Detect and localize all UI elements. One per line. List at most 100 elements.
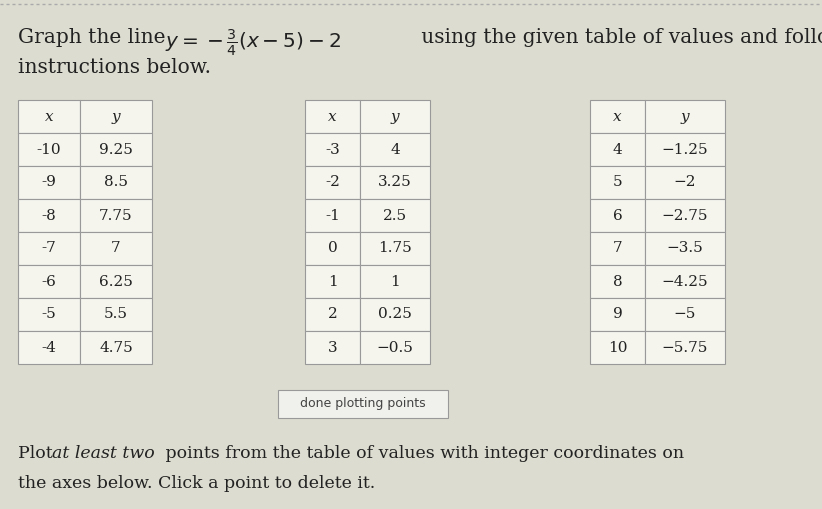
Text: −4.25: −4.25	[662, 274, 709, 289]
Bar	[645, 100, 725, 133]
Text: 0.25: 0.25	[378, 307, 412, 322]
Bar	[360, 331, 430, 364]
Text: points from the table of values with integer coordinates on: points from the table of values with int…	[160, 445, 684, 462]
Text: 8.5: 8.5	[104, 176, 128, 189]
Text: y: y	[681, 109, 690, 124]
Text: x: x	[328, 109, 337, 124]
Text: 7: 7	[612, 241, 622, 256]
Bar	[18, 232, 80, 265]
Text: 3.25: 3.25	[378, 176, 412, 189]
Bar	[590, 232, 645, 265]
Text: 2: 2	[328, 307, 337, 322]
Text: 1: 1	[328, 274, 337, 289]
Bar	[645, 298, 725, 331]
Text: 4: 4	[612, 143, 622, 156]
Text: $y = -\frac{3}{4}(x - 5) - 2$: $y = -\frac{3}{4}(x - 5) - 2$	[165, 28, 341, 59]
Bar	[80, 166, 152, 199]
Text: at least two: at least two	[52, 445, 155, 462]
Text: 3: 3	[328, 341, 337, 354]
Bar	[305, 100, 360, 133]
Text: −5: −5	[674, 307, 696, 322]
Bar	[80, 298, 152, 331]
Text: 9: 9	[612, 307, 622, 322]
Text: x: x	[44, 109, 53, 124]
Text: -10: -10	[37, 143, 62, 156]
Bar	[360, 100, 430, 133]
Text: 4: 4	[390, 143, 399, 156]
Text: 6: 6	[612, 209, 622, 222]
Text: -1: -1	[325, 209, 340, 222]
Text: -4: -4	[42, 341, 57, 354]
Text: 0: 0	[328, 241, 337, 256]
Bar	[645, 199, 725, 232]
Bar	[590, 298, 645, 331]
Bar	[590, 265, 645, 298]
Text: x: x	[613, 109, 621, 124]
Bar	[645, 265, 725, 298]
Bar	[80, 331, 152, 364]
Bar	[360, 166, 430, 199]
Bar	[80, 199, 152, 232]
Text: -3: -3	[326, 143, 339, 156]
Bar	[80, 100, 152, 133]
Text: −5.75: −5.75	[662, 341, 709, 354]
Text: 5: 5	[612, 176, 622, 189]
Bar	[305, 166, 360, 199]
Text: 6.25: 6.25	[99, 274, 133, 289]
Bar	[590, 166, 645, 199]
Bar	[590, 133, 645, 166]
Text: -9: -9	[42, 176, 57, 189]
Bar	[80, 133, 152, 166]
Bar	[18, 298, 80, 331]
Bar	[305, 199, 360, 232]
Text: instructions below.: instructions below.	[18, 58, 211, 77]
Text: Graph the line: Graph the line	[18, 28, 172, 47]
Text: -5: -5	[42, 307, 57, 322]
Bar	[645, 232, 725, 265]
Text: 9.25: 9.25	[99, 143, 133, 156]
Text: y: y	[390, 109, 399, 124]
Bar	[18, 166, 80, 199]
Text: 10: 10	[607, 341, 627, 354]
Text: -2: -2	[325, 176, 340, 189]
Bar	[305, 265, 360, 298]
Text: 1: 1	[390, 274, 399, 289]
Bar	[645, 133, 725, 166]
Text: -8: -8	[42, 209, 57, 222]
Text: −0.5: −0.5	[376, 341, 413, 354]
Bar	[18, 199, 80, 232]
Text: using the given table of values and following the: using the given table of values and foll…	[415, 28, 822, 47]
Bar	[360, 232, 430, 265]
Text: 8: 8	[612, 274, 622, 289]
Bar	[590, 331, 645, 364]
Text: 2.5: 2.5	[383, 209, 407, 222]
Text: -6: -6	[42, 274, 57, 289]
Text: −2: −2	[674, 176, 696, 189]
Bar	[360, 133, 430, 166]
Bar	[278, 390, 448, 418]
Bar	[590, 199, 645, 232]
Text: 1.75: 1.75	[378, 241, 412, 256]
Bar	[590, 100, 645, 133]
Bar	[360, 298, 430, 331]
Bar	[305, 232, 360, 265]
Bar	[360, 265, 430, 298]
Bar	[360, 199, 430, 232]
Bar	[18, 331, 80, 364]
Text: done plotting points: done plotting points	[300, 398, 426, 410]
Bar	[305, 298, 360, 331]
Bar	[18, 265, 80, 298]
Text: the axes below. Click a point to delete it.: the axes below. Click a point to delete …	[18, 475, 376, 492]
Text: −3.5: −3.5	[667, 241, 704, 256]
Bar	[80, 232, 152, 265]
Bar	[80, 265, 152, 298]
Bar	[18, 133, 80, 166]
Text: −1.25: −1.25	[662, 143, 709, 156]
Bar	[305, 133, 360, 166]
Text: -7: -7	[42, 241, 57, 256]
Bar	[645, 166, 725, 199]
Text: 4.75: 4.75	[99, 341, 133, 354]
Text: Plot: Plot	[18, 445, 58, 462]
Text: 7: 7	[111, 241, 121, 256]
Bar	[645, 331, 725, 364]
